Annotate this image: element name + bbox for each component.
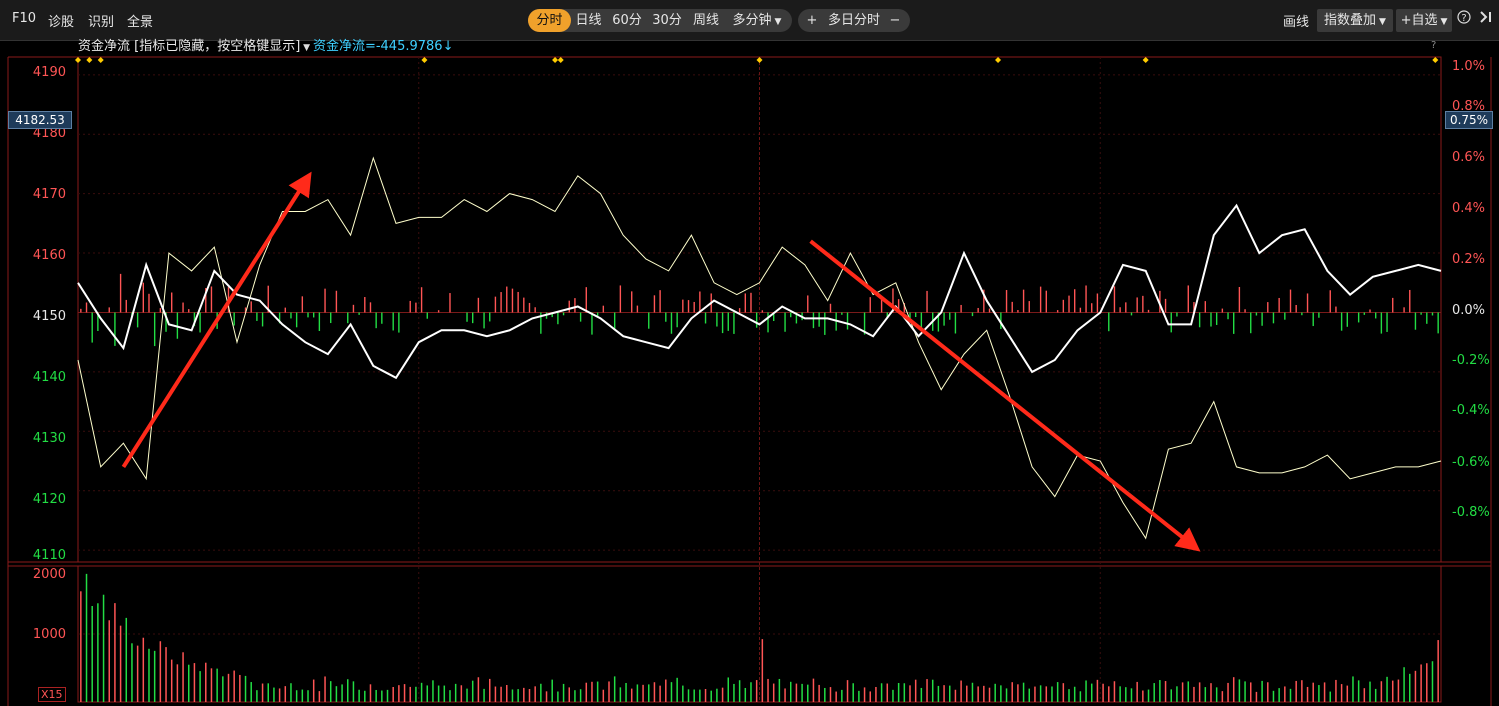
help-circle-icon[interactable]: ? — [1457, 10, 1471, 28]
price-tick: 4190 — [32, 65, 66, 80]
multi-day-minus-button[interactable]: − — [889, 13, 901, 28]
tab-daily[interactable]: 日线 — [575, 13, 602, 28]
event-marker-icon — [421, 57, 428, 63]
price-line — [77, 203, 1442, 380]
down-arrow-icon: ↓ — [442, 39, 454, 54]
net-flow-value: 资金净流=-445.9786 — [312, 39, 443, 54]
multi-day-control: + 多日分时 − — [798, 9, 910, 32]
chart-frame — [7, 56, 1492, 706]
watchlist-button[interactable]: +自选 ▼ — [1396, 9, 1452, 32]
indicator-help-icon[interactable]: ? — [1431, 40, 1437, 51]
index-overlay-button[interactable]: 指数叠加 ▼ — [1317, 9, 1393, 32]
tab-multi-minute[interactable]: 多分钟 ▼ — [726, 9, 788, 32]
f10-button[interactable]: F10 — [12, 11, 37, 26]
svg-text:?: ? — [1461, 13, 1466, 24]
caret-down-icon[interactable]: ▼ — [300, 43, 313, 53]
index-line — [77, 156, 1442, 540]
pct-tick: 0.2% — [1452, 252, 1486, 267]
diagnose-button[interactable]: 诊股 — [48, 15, 75, 30]
price-tick: 4150 — [32, 309, 66, 324]
price-tick: 4140 — [32, 370, 66, 385]
price-tick: 4120 — [32, 492, 66, 507]
tab-intraday[interactable]: 分时 — [528, 9, 571, 32]
volume-bars — [80, 573, 1439, 702]
tab-60min[interactable]: 60分 — [612, 13, 642, 28]
collapse-right-icon[interactable] — [1479, 10, 1493, 28]
draw-line-button[interactable]: 画线 — [1283, 15, 1310, 30]
multi-day-label[interactable]: 多日分时 — [827, 13, 880, 28]
current-price-label: 4182.53 — [8, 111, 72, 129]
price-tick: 4160 — [32, 248, 66, 263]
price-tick: 4110 — [32, 548, 66, 563]
top-toolbar: F10 诊股 识别 全景 分时 日线 60分 30分 周线 多分钟 ▼ + 多日分… — [0, 0, 1499, 41]
pct-tick: -0.6% — [1452, 455, 1490, 470]
volume-panel-border — [77, 565, 1442, 703]
caret-down-icon: ▼ — [1440, 17, 1448, 27]
trend-annotations — [121, 171, 1201, 552]
pct-tick: 0.4% — [1452, 201, 1486, 216]
chart-grid — [78, 57, 1441, 702]
net-flow-bars — [80, 273, 1439, 347]
indicator-hidden-label[interactable]: 资金净流 [指标已隐藏，按空格键显示] — [78, 39, 301, 54]
pct-tick: 0.6% — [1452, 150, 1486, 165]
event-marker-icon — [995, 57, 1002, 63]
tab-weekly[interactable]: 周线 — [692, 13, 719, 28]
event-marker-icon — [97, 57, 104, 63]
event-marker-icon — [557, 57, 564, 63]
event-marker-icon — [86, 57, 93, 63]
identify-button[interactable]: 识别 — [88, 15, 115, 30]
pct-tick: 0.0% — [1452, 303, 1486, 318]
down-trend-arrow — [809, 239, 1201, 552]
pct-tick: 1.0% — [1452, 59, 1486, 74]
pct-tick: -0.2% — [1452, 353, 1490, 368]
up-trend-arrow — [121, 171, 312, 469]
price-lines — [77, 156, 1442, 540]
current-pct-label: 0.75% — [1445, 111, 1493, 129]
tab-multi-minute-label: 多分钟 — [732, 13, 772, 28]
pct-tick: -0.4% — [1452, 403, 1490, 418]
event-marker-icon — [552, 57, 559, 63]
pct-tick: -0.8% — [1452, 505, 1490, 520]
volume-tick: 1000 — [32, 627, 66, 642]
period-selector: 分时 日线 60分 30分 周线 多分钟 ▼ — [528, 9, 792, 32]
event-marker-icon — [756, 57, 763, 63]
event-markers — [75, 57, 1439, 63]
watchlist-label: +自选 — [1400, 13, 1438, 28]
event-marker-icon — [1432, 57, 1439, 63]
panorama-button[interactable]: 全景 — [127, 15, 154, 30]
volume-multiplier: X15 — [38, 687, 66, 702]
indicator-info-bar: 资金净流 [指标已隐藏，按空格键显示] ▼ 资金净流=-445.9786↓ — [78, 38, 453, 56]
tab-30min[interactable]: 30分 — [652, 13, 682, 28]
event-marker-icon — [75, 57, 81, 63]
volume-tick: 2000 — [32, 567, 66, 582]
price-tick: 4170 — [32, 187, 66, 202]
event-marker-icon — [1142, 57, 1149, 63]
caret-down-icon: ▼ — [774, 17, 782, 27]
index-overlay-label: 指数叠加 — [1324, 13, 1377, 28]
multi-day-plus-button[interactable]: + — [806, 13, 818, 28]
price-tick: 4130 — [32, 431, 66, 446]
caret-down-icon: ▼ — [1379, 17, 1386, 27]
price-tick: 4180 — [32, 126, 66, 141]
pct-tick: 0.8% — [1452, 99, 1486, 114]
main-panel-border — [77, 56, 1442, 563]
